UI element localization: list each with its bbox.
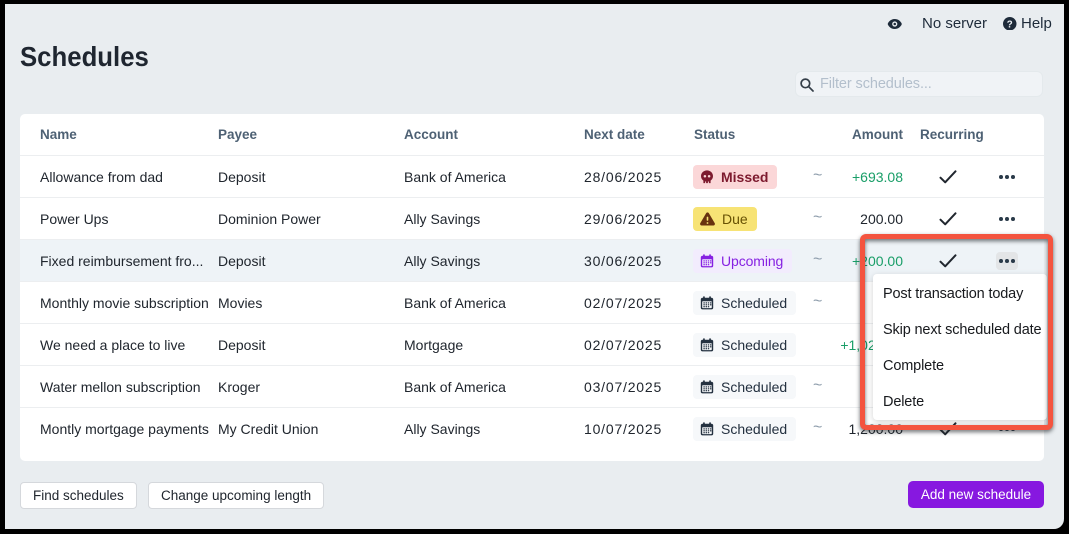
svg-text:?: ? (1007, 19, 1013, 30)
